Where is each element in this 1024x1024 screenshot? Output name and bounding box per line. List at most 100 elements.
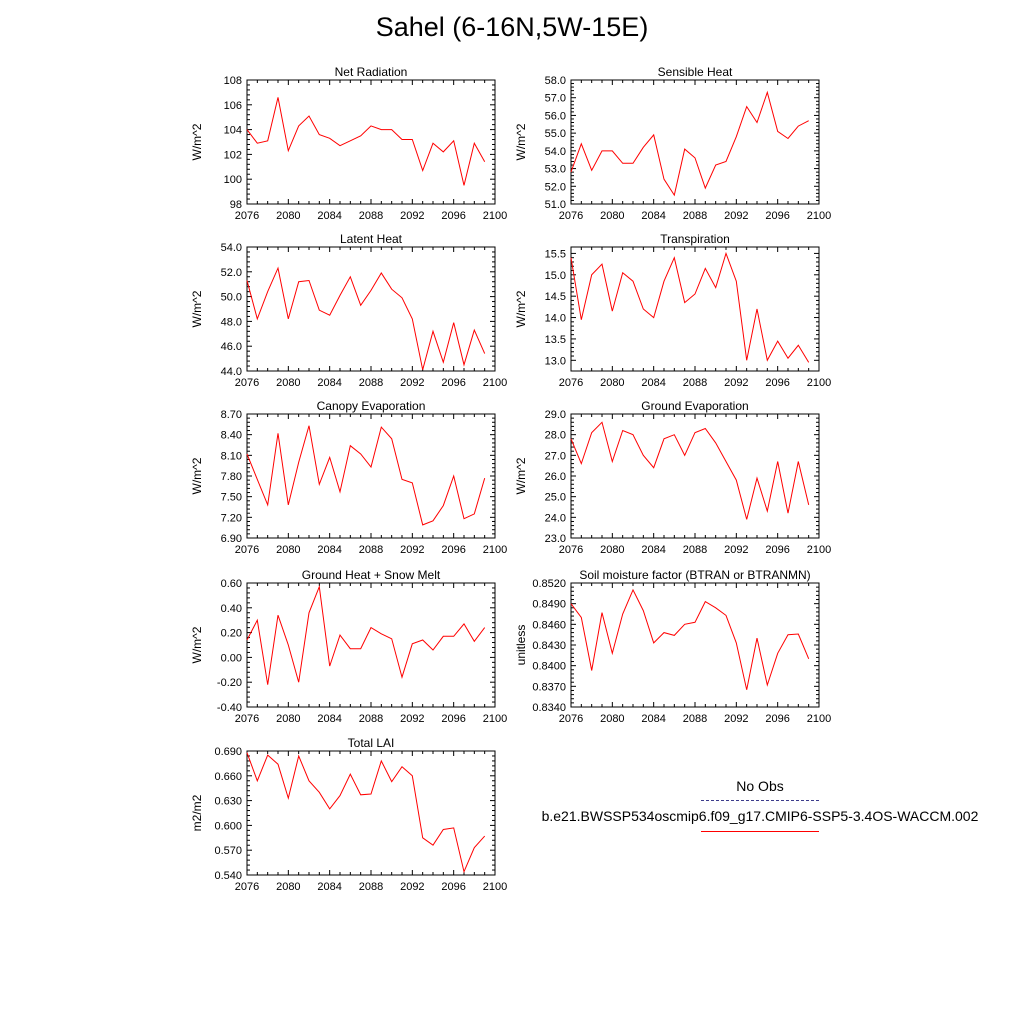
panel-9-ytick-label: 0.540	[214, 870, 242, 882]
panel-1-ylabel: W/m^2	[190, 123, 204, 160]
panel-1-ytick-label: 102	[224, 149, 242, 161]
panel-2-xtick-label: 2092	[724, 210, 748, 222]
panel-8-ytick-label: 0.8520	[532, 578, 566, 590]
panel-6-ylabel: W/m^2	[514, 457, 528, 494]
page-title: Sahel (6-16N,5W-15E)	[375, 12, 649, 42]
panel-5-ytick-label: 7.20	[221, 512, 242, 524]
panel-7-xtick-label: 2092	[400, 713, 424, 725]
panel-8-xtick-label: 2080	[600, 713, 624, 725]
legend-model-label: b.e21.BWSSP534oscmip6.f09_g17.CMIP6-SSP5…	[541, 808, 979, 824]
panel-9-xtick-label: 2084	[317, 881, 341, 893]
panel-2-ytick-label: 56.0	[545, 110, 566, 122]
panel-7-ytick-label: 0.00	[221, 652, 242, 664]
panel-3-xtick-label: 2096	[441, 377, 465, 389]
panel-2-frame	[570, 79, 820, 205]
panel-1-xtick-label: 2080	[276, 210, 300, 222]
panel-8-xtick-label: 2088	[683, 713, 707, 725]
panel-6-xtick-label: 2100	[807, 544, 831, 556]
panel-5-title: Canopy Evaporation	[317, 399, 426, 413]
panel-1-xtick-label: 2076	[235, 210, 259, 222]
panel-1-xtick-label: 2092	[400, 210, 424, 222]
panel-7-ytick-label: -0.20	[217, 677, 242, 689]
panel-9-xtick-label: 2088	[359, 881, 383, 893]
panel-8-ytick-label: 0.8370	[532, 681, 566, 693]
panel-4-ytick-label: 14.5	[545, 291, 566, 303]
panel-5-xtick-label: 2080	[276, 544, 300, 556]
panel-2-ylabel: W/m^2	[514, 123, 528, 160]
panel-2-xtick-label: 2080	[600, 210, 624, 222]
panel-8-xtick-label: 2096	[765, 713, 789, 725]
panel-3-ytick-label: 54.0	[221, 242, 242, 254]
panel-7-series-line	[246, 584, 486, 685]
panel-2-ytick-label: 57.0	[545, 93, 566, 105]
panel-6-xtick-label: 2096	[765, 544, 789, 556]
panel-6-xtick-label: 2088	[683, 544, 707, 556]
panel-9-frame	[246, 750, 496, 876]
panel-8-series-line	[570, 588, 810, 690]
panel-8-ylabel: unitless	[514, 625, 528, 666]
panel-4-frame	[570, 246, 820, 372]
panel-3-xtick-label: 2100	[483, 377, 507, 389]
panel-7-ytick-label: 0.40	[221, 603, 242, 615]
panel-5-ytick-label: 7.80	[221, 471, 242, 483]
legend-obs-line	[701, 800, 819, 801]
panel-7-ytick-label: 0.60	[221, 578, 242, 590]
panel-8-xtick-label: 2100	[807, 713, 831, 725]
panel-8-ytick-label: 0.8400	[532, 661, 566, 673]
panel-4-ytick-label: 14.0	[545, 313, 566, 325]
panel-5-xtick-label: 2092	[400, 544, 424, 556]
panel-2-ytick-label: 53.0	[545, 164, 566, 176]
panel-9-xtick-label: 2076	[235, 881, 259, 893]
panel-4-xtick-label: 2096	[765, 377, 789, 389]
panel-4-xtick-label: 2080	[600, 377, 624, 389]
panel-2-series-line	[570, 90, 809, 197]
panel-1-xtick-label: 2084	[317, 210, 341, 222]
panel-1-xtick-label: 2096	[441, 210, 465, 222]
panel-9-ylabel: m2/m2	[190, 794, 204, 831]
panel-5-ytick-label: 7.50	[221, 492, 242, 504]
panel-3-xtick-label: 2084	[317, 377, 341, 389]
panel-6-ytick-label: 29.0	[545, 409, 566, 421]
panel-1-xtick-label: 2100	[483, 210, 507, 222]
panel-2-xtick-label: 2084	[641, 210, 665, 222]
panel-9-xtick-label: 2100	[483, 881, 507, 893]
panel-4-ylabel: W/m^2	[514, 290, 528, 327]
panel-4-xtick-label: 2084	[641, 377, 665, 389]
panel-3-xtick-label: 2080	[276, 377, 300, 389]
panel-7-xtick-label: 2076	[235, 713, 259, 725]
panel-9-ytick-label: 0.660	[214, 771, 242, 783]
panel-4-ytick-label: 13.5	[545, 334, 566, 346]
panel-8-xtick-label: 2092	[724, 713, 748, 725]
panel-3-frame	[246, 246, 496, 372]
panel-4-series-line	[570, 251, 810, 363]
panel-7-xtick-label: 2096	[441, 713, 465, 725]
panel-3-series-line	[246, 266, 486, 370]
panel-8-ytick-label: 0.8490	[532, 599, 566, 611]
panel-3-xtick-label: 2076	[235, 377, 259, 389]
panel-9-ytick-label: 0.630	[214, 796, 242, 808]
panel-6-xtick-label: 2092	[724, 544, 748, 556]
panel-3-xtick-label: 2092	[400, 377, 424, 389]
panel-5-xtick-label: 2096	[441, 544, 465, 556]
panel-6-ytick-label: 23.0	[545, 533, 566, 545]
panel-3-ytick-label: 44.0	[221, 366, 242, 378]
panel-2-ytick-label: 51.0	[545, 199, 566, 211]
panel-3-ytick-label: 52.0	[221, 267, 242, 279]
panel-3-ytick-label: 46.0	[221, 341, 242, 353]
panel-6-ytick-label: 28.0	[545, 430, 566, 442]
panel-9-title: Total LAI	[348, 736, 395, 750]
panel-5-ytick-label: 8.70	[221, 409, 242, 421]
panel-6-ytick-label: 26.0	[545, 471, 566, 483]
panel-4-title: Transpiration	[660, 232, 730, 246]
panel-7-xtick-label: 2088	[359, 713, 383, 725]
panel-2-ytick-label: 55.0	[545, 128, 566, 140]
panel-7-xtick-label: 2084	[317, 713, 341, 725]
panel-5-series-line	[246, 425, 486, 526]
panel-4-ytick-label: 15.0	[545, 270, 566, 282]
panel-1-series-line	[246, 97, 486, 186]
panel-6-ytick-label: 25.0	[545, 492, 566, 504]
panel-1-ytick-label: 98	[230, 199, 242, 211]
panel-8-ytick-label: 0.8340	[532, 702, 566, 714]
panel-7-xtick-label: 2080	[276, 713, 300, 725]
panel-5-xtick-label: 2076	[235, 544, 259, 556]
